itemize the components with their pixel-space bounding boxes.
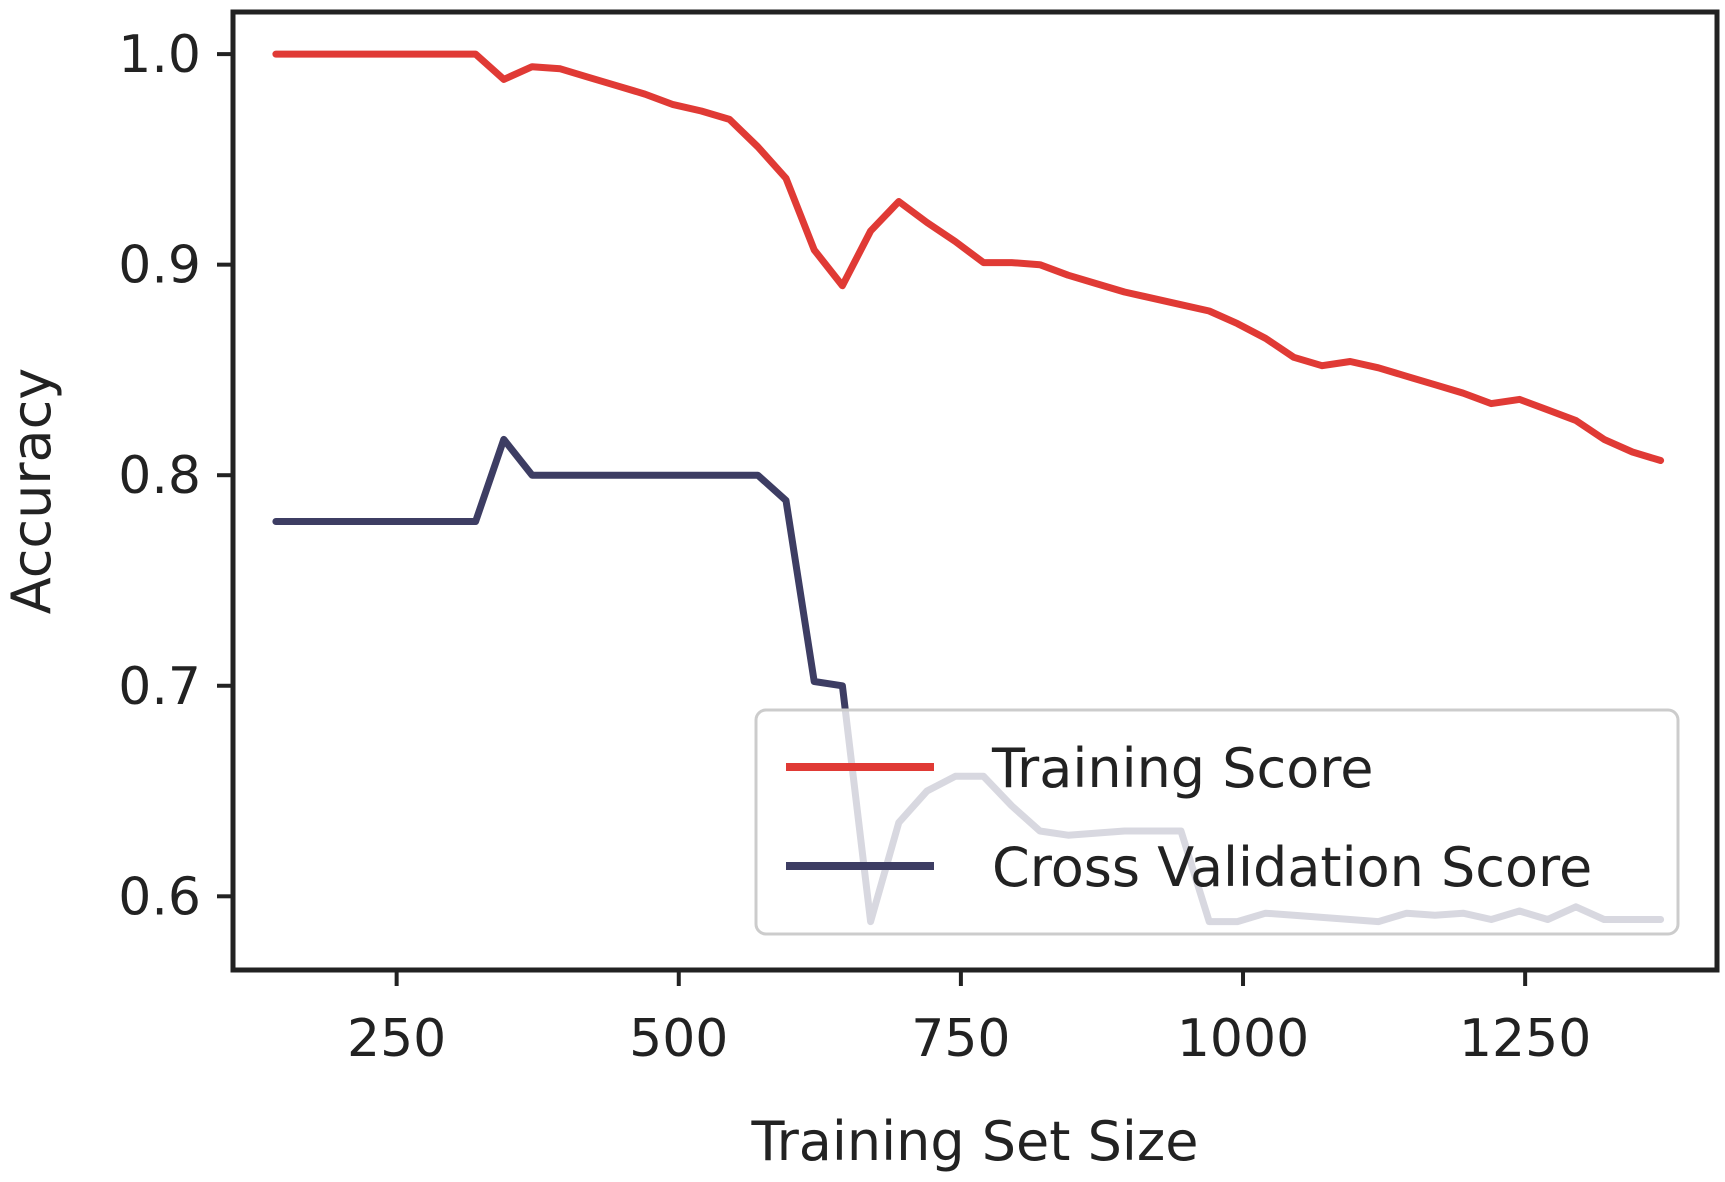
legend: Training Score Cross Validation Score	[754, 708, 1680, 936]
y-tick-label: 0.8	[118, 446, 201, 506]
x-tick-label: 750	[911, 1009, 1010, 1069]
x-tick-label: 500	[629, 1009, 728, 1069]
x-tick-label: 1000	[1177, 1009, 1309, 1069]
training-score-line	[272, 50, 1665, 464]
x-tick-label: 250	[347, 1009, 446, 1069]
axis-ticks: 250 500 750 1000 1250 0.6 0.7 0.8 0.9 1.0	[118, 25, 1591, 1069]
y-axis-title: Accuracy	[0, 368, 63, 615]
y-tick-label: 0.7	[118, 657, 201, 717]
legend-label-training: Training Score	[991, 737, 1373, 800]
x-tick-label: 1250	[1459, 1009, 1591, 1069]
y-tick-label: 0.9	[118, 236, 201, 296]
plot-frame	[230, 9, 1720, 973]
legend-label-cross-validation: Cross Validation Score	[992, 836, 1592, 899]
x-axis-title: Training Set Size	[751, 1110, 1199, 1173]
legend-box	[754, 708, 1680, 936]
y-tick-label: 1.0	[118, 25, 201, 85]
y-tick-label: 0.6	[118, 867, 201, 927]
